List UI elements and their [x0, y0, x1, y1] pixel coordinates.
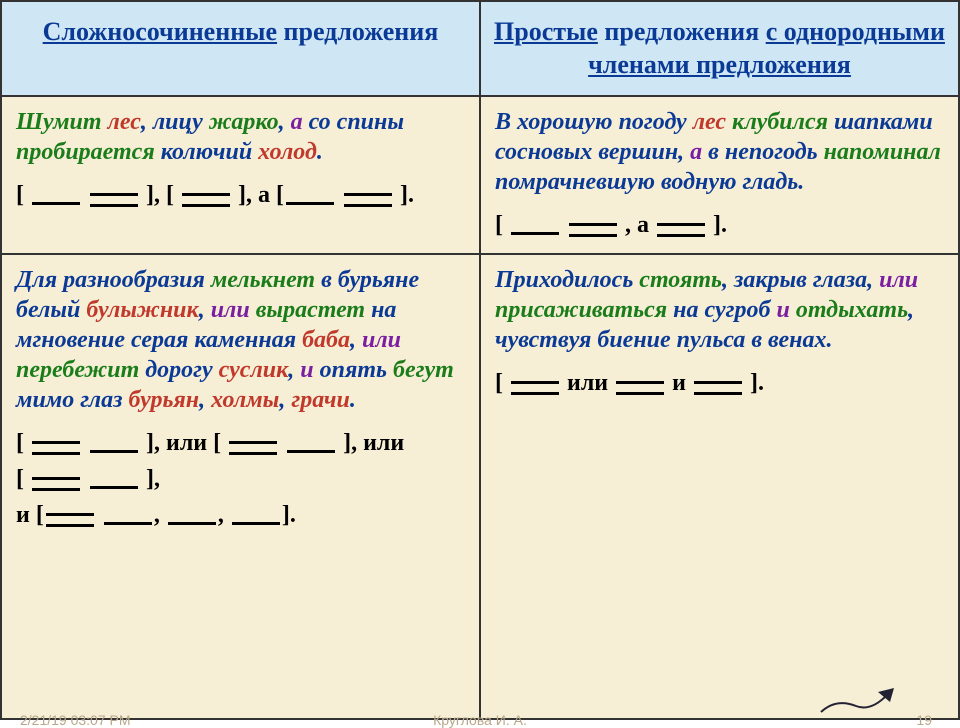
h-left-underline: Сложносочиненные	[43, 17, 277, 46]
subject-mark	[511, 217, 559, 235]
h-right-mid: предложения	[598, 17, 766, 46]
cell-r2-right: Приходилось стоять, закрыв глаза, или пр…	[480, 254, 959, 719]
header-right: Простые предложения с однородными членам…	[480, 1, 959, 96]
cell-r1-right: В хорошую погоду лес клубился шапками со…	[480, 96, 959, 254]
body-row-1: Шумит лес, лицу жарко, а со спины пробир…	[1, 96, 959, 254]
predicate-mark	[90, 193, 138, 207]
h-right-u1: Простые	[494, 17, 598, 46]
header-left: Сложносочиненные предложения	[1, 1, 480, 96]
slide-table: Сложносочиненные предложения Простые пре…	[0, 0, 960, 720]
header-row: Сложносочиненные предложения Простые пре…	[1, 1, 959, 96]
subject-mark	[32, 187, 80, 205]
pen-icon	[816, 688, 896, 716]
footer-date: 2/21/19 03:07 PM	[20, 712, 131, 728]
cell-r1-left: Шумит лес, лицу жарко, а со спины пробир…	[1, 96, 480, 254]
h-left-plain: предложения	[284, 17, 439, 46]
predicate-mark	[569, 223, 617, 237]
formula-r2r: [ или и ].	[495, 365, 944, 401]
body-row-2: Для разнообразия мелькнет в бурьяне белы…	[1, 254, 959, 719]
sentence-r2l: Для разнообразия мелькнет в бурьяне белы…	[16, 265, 465, 415]
sentence-r1l: Шумит лес, лицу жарко, а со спины пробир…	[16, 107, 465, 167]
formula-r1l: [ ], [ ], а [ ].	[16, 177, 465, 213]
predicate-mark	[182, 193, 230, 207]
subject-mark	[286, 187, 334, 205]
footer-author: Круглова И. А.	[433, 712, 527, 728]
formula-r2l: [ ], или [ ], или [ ], и [ , , ].	[16, 425, 465, 533]
sentence-r2r: Приходилось стоять, закрыв глаза, или пр…	[495, 265, 944, 355]
predicate-mark	[344, 193, 392, 207]
footer-page: 19	[916, 712, 932, 728]
predicate-mark	[657, 223, 705, 237]
formula-r1r: [ , а ].	[495, 207, 944, 243]
sentence-r1r: В хорошую погоду лес клубился шапками со…	[495, 107, 944, 197]
cell-r2-left: Для разнообразия мелькнет в бурьяне белы…	[1, 254, 480, 719]
